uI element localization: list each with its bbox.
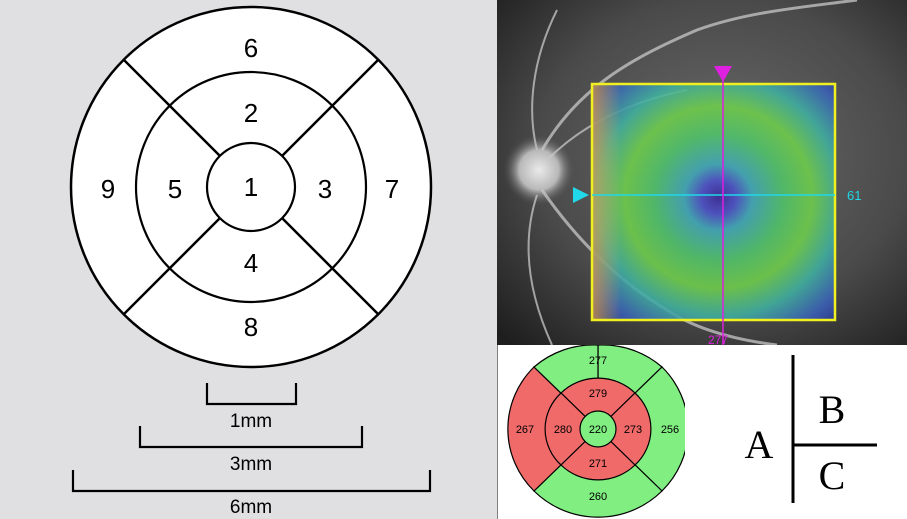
sector-label-outer-nasal: 7 (385, 174, 399, 204)
thickness-value-inner-temporal: 280 (554, 424, 572, 436)
panel-key-diagram: A B C (745, 355, 877, 503)
fundus-image: 61 277 (497, 0, 907, 345)
vessel-branch-3 (527, 194, 553, 345)
vessel-superior (540, 0, 858, 151)
key-label-c: C (819, 453, 846, 498)
sector-label-inner-superior: 2 (244, 98, 258, 128)
sector-label-center: 1 (244, 172, 258, 202)
key-label-a: A (745, 422, 774, 467)
thickness-value-inner-nasal: 273 (624, 424, 642, 436)
sector-label-outer-superior: 6 (244, 33, 258, 63)
sector-divider-sw (123, 217, 221, 315)
center-sector (579, 410, 617, 448)
sector-divider-ne (281, 59, 379, 157)
key-label-b: B (819, 387, 846, 432)
thickness-value-outer-superior: 277 (589, 355, 607, 367)
optic-disc (503, 134, 575, 206)
vessel-branch-2 (531, 9, 558, 151)
sector-label-outer-inferior: 8 (244, 312, 258, 342)
inner-sector-temporal (544, 392, 599, 466)
inner-sector-inferior (560, 428, 636, 481)
sector-divider-se (281, 217, 379, 315)
horizontal-marker-icon (573, 187, 589, 203)
center-circle (205, 141, 297, 233)
scan-area-border (590, 82, 837, 322)
thickness-value-center: 220 (589, 424, 607, 436)
sector-label-inner-temporal: 5 (168, 174, 182, 204)
scale-bar-6mm (71, 470, 432, 493)
thickness-value-inner-inferior: 271 (589, 458, 607, 470)
sector-label-inner-nasal: 3 (318, 174, 332, 204)
scale-label-6mm: 6mm (230, 497, 272, 518)
inner-sector-superior (560, 377, 636, 430)
thickness-value-outer-nasal: 256 (661, 424, 679, 436)
thickness-overlay-edge (592, 84, 835, 320)
panel-key: A B C (685, 345, 907, 519)
sector-label-outer-temporal: 9 (101, 174, 115, 204)
scale-bar-1mm (205, 383, 298, 406)
thickness-map: 220 279 280 273 271 277 267 256 260 (497, 345, 685, 519)
thickness-value-outer-temporal: 267 (516, 424, 534, 436)
etdrs-grid-diagram: 1 2 3 4 5 6 7 8 9 1mm 3mm 6mm (69, 5, 433, 518)
vertical-line-label: 277 (708, 333, 728, 345)
thickness-value-inner-superior: 279 (589, 388, 607, 400)
sector-divider-nw (123, 59, 221, 157)
thickness-value-outer-inferior: 260 (589, 491, 607, 503)
horizontal-line-label: 61 (847, 188, 861, 203)
scale-label-1mm: 1mm (230, 411, 272, 432)
scale-bar-3mm (138, 426, 364, 449)
scale-label-3mm: 3mm (230, 454, 272, 475)
vertical-marker-icon (714, 66, 732, 82)
etdrs-grid-panel: 1 2 3 4 5 6 7 8 9 1mm 3mm 6mm (0, 0, 497, 519)
sector-label-inner-inferior: 4 (244, 248, 258, 278)
fundus-oct-panel: 61 277 (497, 0, 907, 345)
inner-sector-nasal (597, 392, 652, 466)
thickness-map-panel: 220 279 280 273 271 277 267 256 260 (497, 345, 685, 519)
